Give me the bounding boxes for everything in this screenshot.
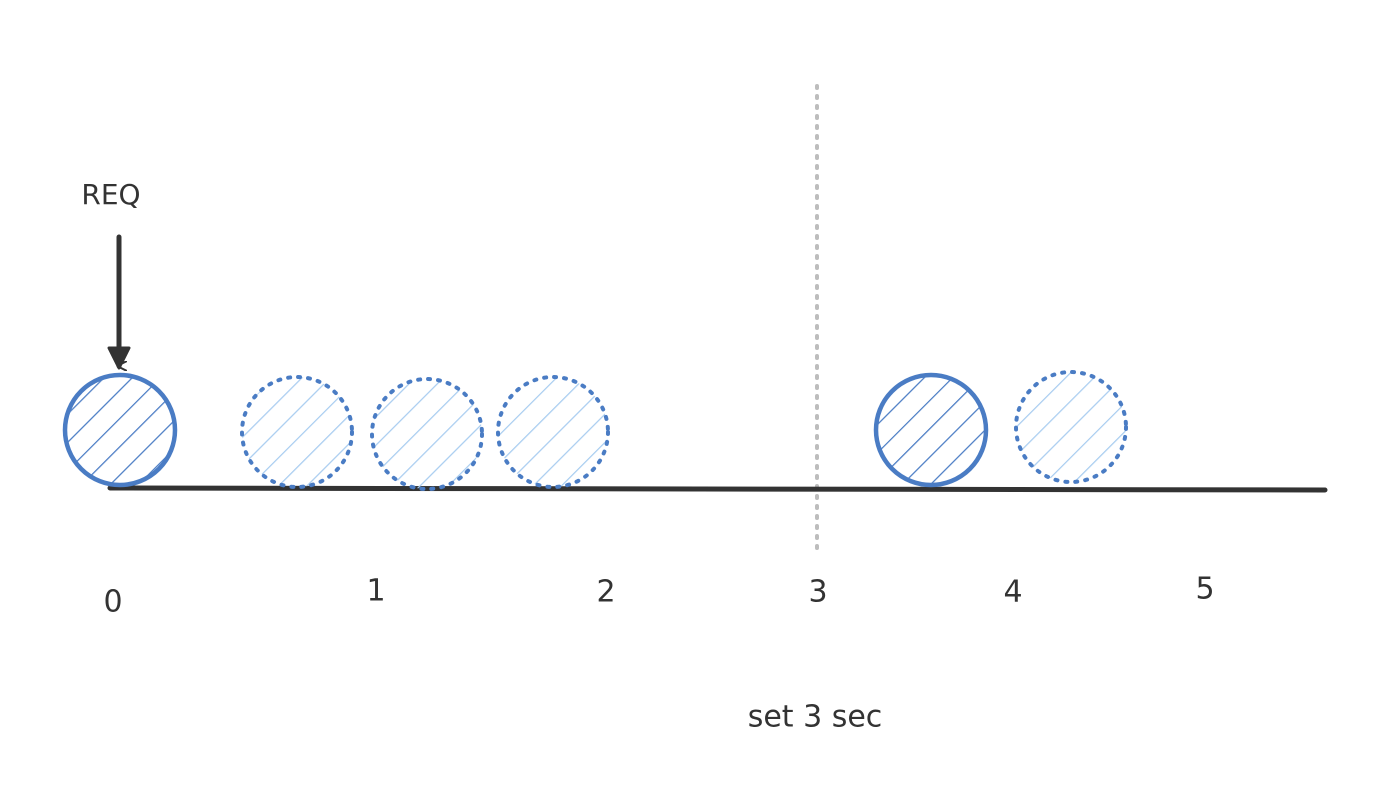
request-circle: [873, 372, 989, 488]
time-label: 4: [1003, 575, 1022, 610]
time-label: 2: [596, 575, 615, 610]
time-label: 1: [366, 574, 385, 609]
time-label: 3: [808, 575, 827, 610]
request-circle: [62, 372, 178, 488]
pending-circle: [240, 375, 354, 489]
pending-circle: [370, 377, 484, 491]
time-label: 0: [103, 585, 122, 620]
arrow-head: [107, 346, 131, 370]
baseline: [107, 485, 1328, 493]
time-label: 5: [1195, 572, 1214, 607]
pending-circle: [496, 375, 610, 489]
caption: set 3 sec: [748, 700, 883, 735]
annotation: REQ: [81, 178, 140, 211]
pending-circle: [1014, 370, 1128, 484]
